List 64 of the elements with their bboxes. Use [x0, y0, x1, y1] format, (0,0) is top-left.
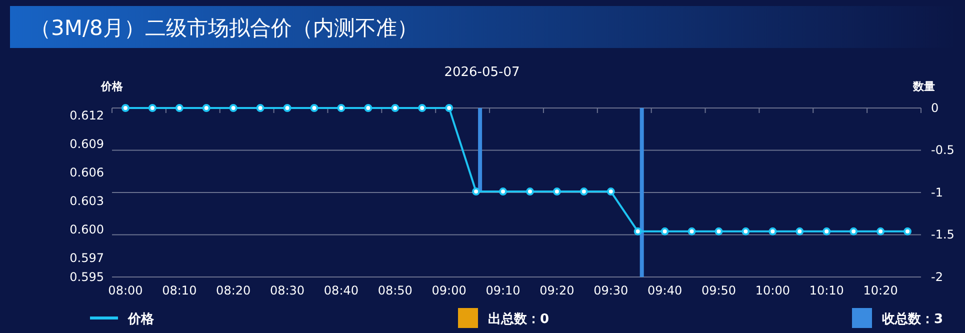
y-tick-label: 0.609 [70, 136, 104, 151]
y-tick-label: 0.603 [70, 194, 104, 208]
point [822, 227, 831, 236]
x-tick-label: 08:20 [216, 283, 251, 298]
x-tick-label: 08:00 [108, 283, 143, 298]
chart-subtitle: 2026-05-07 [444, 65, 520, 80]
point [283, 104, 292, 112]
x-tick-label: 10:20 [863, 283, 898, 298]
point [364, 104, 372, 112]
y2-tick-label: 0 [931, 100, 939, 115]
legend-label: 收总数：3 [882, 311, 944, 327]
point [256, 104, 264, 112]
x-tick-label: 08:10 [162, 283, 197, 298]
y-tick-label: 0.595 [70, 270, 104, 284]
x-tick-label: 09:00 [432, 283, 466, 298]
point [688, 227, 696, 236]
y2-tick-label: -2 [931, 270, 943, 284]
point [742, 227, 750, 236]
point [876, 227, 885, 236]
point [714, 227, 723, 236]
point [121, 104, 130, 112]
y2-tick-label: -0.5 [931, 143, 954, 158]
point [552, 188, 561, 196]
x-tick-label: 09:20 [540, 283, 574, 298]
x-tick-label: 09:10 [486, 283, 520, 298]
x-tick-label: 09:40 [648, 283, 682, 298]
x-tick-label: 09:30 [594, 283, 628, 298]
x-tick-label: 10:10 [809, 283, 844, 298]
y-tick-label: 0.597 [70, 250, 104, 265]
point [580, 188, 588, 196]
point [660, 227, 669, 236]
y-tick-label: 0.612 [70, 108, 104, 122]
y-tick-label: 0.600 [70, 222, 104, 236]
point [148, 104, 156, 112]
point [850, 227, 858, 236]
y2-tick-label: -1.5 [931, 228, 954, 242]
point [526, 188, 534, 196]
point [796, 227, 804, 236]
point [337, 104, 346, 112]
x-tick-label: 08:50 [378, 283, 412, 298]
point [606, 188, 615, 196]
point [634, 227, 642, 236]
x-tick-label: 08:40 [324, 283, 359, 298]
legend-label: 价格 [127, 312, 155, 327]
point [499, 188, 508, 196]
y-axis-title: 价格 [100, 80, 124, 93]
y2-axis-title: 数量 [912, 80, 935, 93]
point [445, 104, 454, 112]
point [229, 104, 238, 112]
point [391, 104, 400, 112]
x-tick-label: 08:30 [270, 283, 305, 298]
chart-title: （3M/8月）二级市场拟合价（内测不准） [30, 16, 418, 40]
point [904, 227, 912, 236]
x-tick-label: 09:50 [701, 283, 736, 298]
point [310, 104, 318, 112]
y-tick-label: 0.606 [70, 165, 104, 180]
point [175, 104, 184, 112]
point [202, 104, 210, 112]
point [768, 227, 777, 236]
x-tick-label: 10:00 [755, 283, 790, 298]
point [418, 104, 426, 112]
y2-tick-label: -1 [931, 185, 943, 200]
legend-label: 出总数：0 [488, 311, 550, 327]
point [472, 188, 480, 196]
